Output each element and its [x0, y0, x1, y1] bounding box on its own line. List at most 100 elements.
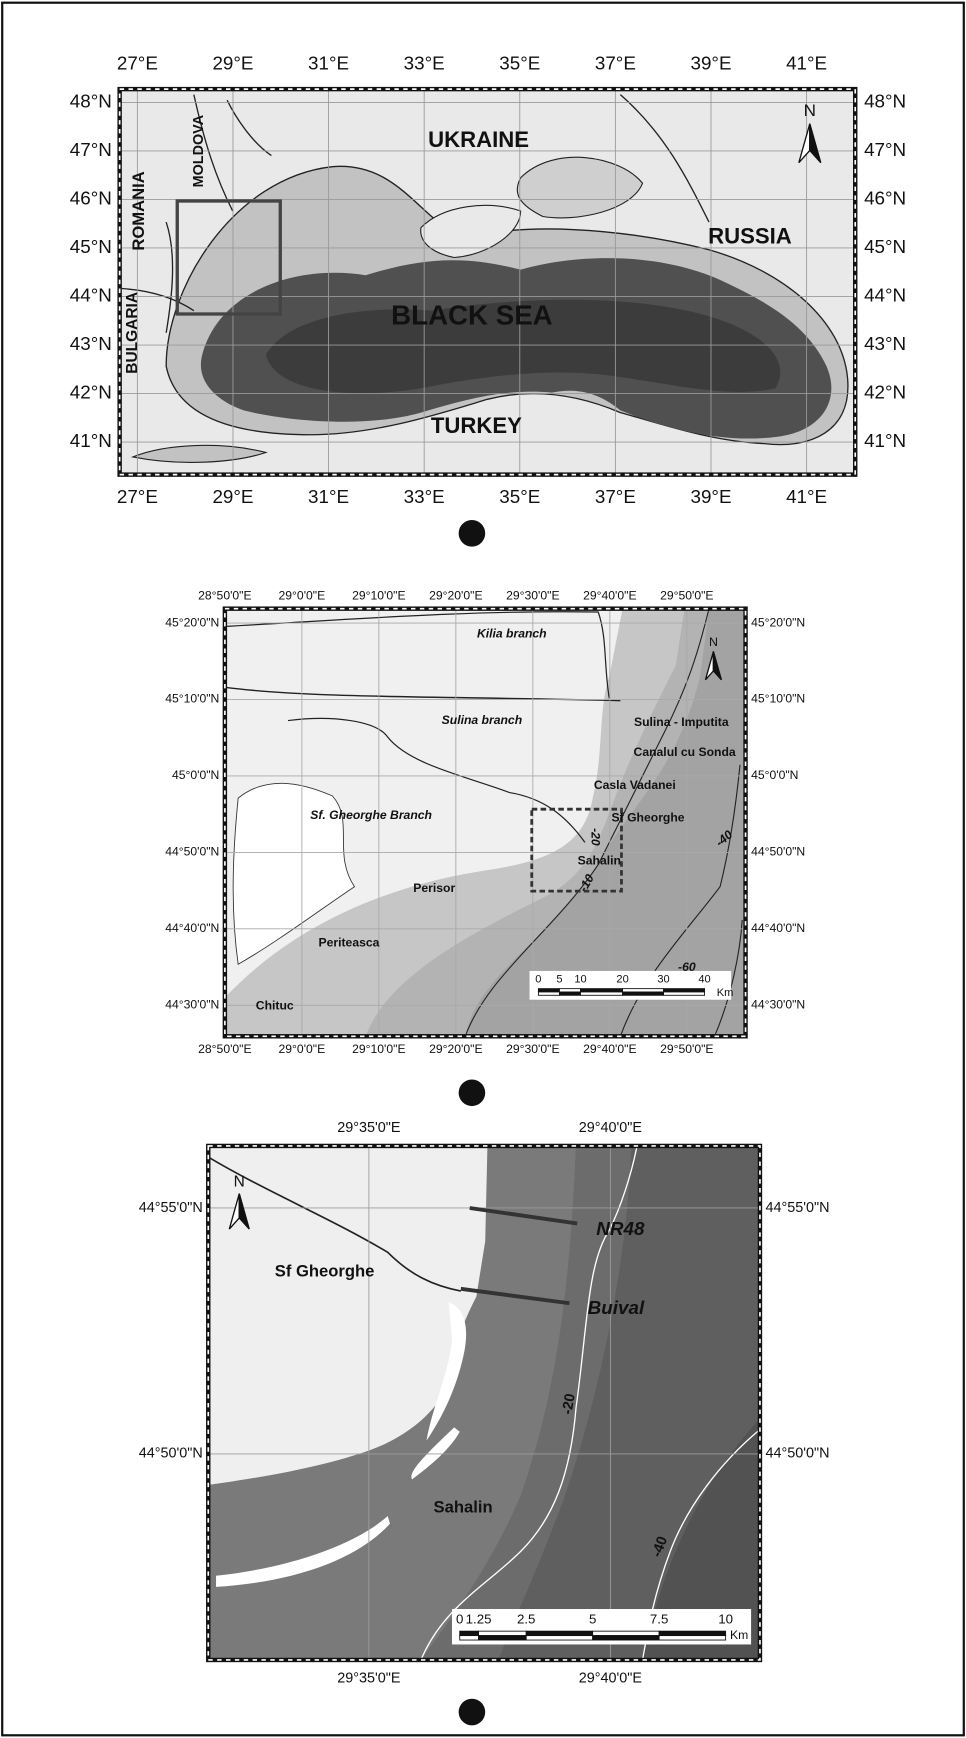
- place-label: Sulina branch: [442, 713, 522, 727]
- lat-label: 45°N: [864, 236, 906, 257]
- place-label: Sf. Gheorghe Branch: [310, 808, 432, 822]
- scale-bar-segment: [460, 1636, 479, 1640]
- lon-label: 29°0'0"E: [279, 589, 326, 603]
- lon-label: 28°50'0"E: [198, 1042, 251, 1056]
- lon-label: 29°E: [212, 53, 253, 74]
- lat-label: 48°N: [864, 90, 906, 111]
- scale-bar-segment: [526, 1636, 592, 1640]
- lat-label: 47°N: [70, 139, 112, 160]
- place-label: Chituc: [256, 999, 294, 1013]
- scale-bar-segment: [623, 989, 664, 992]
- place-label: Sahalin: [578, 853, 621, 867]
- lat-label: 45°20'0"N: [751, 615, 805, 629]
- place-label: TURKEY: [431, 413, 522, 438]
- scale-bar-segment: [559, 989, 580, 992]
- scale-label: 30: [657, 974, 669, 986]
- lat-label: 41°N: [70, 430, 112, 451]
- north-label: N: [709, 635, 718, 649]
- scale-label: 5: [589, 1612, 596, 1627]
- lon-label: 27°E: [117, 486, 158, 507]
- lon-label: 29°40'0"E: [579, 1671, 642, 1687]
- lat-label: 43°N: [864, 333, 906, 354]
- scale-label: 1.25: [466, 1612, 492, 1627]
- lon-label: 31°E: [308, 53, 349, 74]
- scale-bar-segment: [664, 992, 705, 995]
- lat-label: 47°N: [864, 139, 906, 160]
- lat-label: 44°55'0"N: [765, 1200, 829, 1216]
- place-label: Periteasca: [318, 935, 379, 949]
- lat-label: 45°10'0"N: [165, 692, 219, 706]
- place-label: Sulina - Imputita: [634, 715, 729, 729]
- lat-label: 45°0'0"N: [751, 768, 798, 782]
- lat-label: 42°N: [864, 382, 906, 403]
- lon-label: 41°E: [786, 486, 827, 507]
- lon-label: 29°40'0"E: [579, 1120, 642, 1136]
- lat-label: 46°N: [70, 187, 112, 208]
- scale-label: 7.5: [650, 1612, 668, 1627]
- scale-bar-segment: [593, 1631, 659, 1635]
- lon-label: 29°10'0"E: [352, 589, 405, 603]
- place-label: Sf Gheorghe: [612, 810, 685, 824]
- place-label: MOLDOVA: [191, 114, 207, 187]
- lon-label: 28°50'0"E: [198, 589, 251, 603]
- lon-label: 29°50'0"E: [660, 1042, 713, 1056]
- lat-label: 45°10'0"N: [751, 692, 805, 706]
- scale-bar-segment: [580, 989, 622, 992]
- scale-label: 0: [456, 1612, 463, 1627]
- scale-bar-segment: [479, 1636, 527, 1640]
- lat-label: 45°20'0"N: [165, 615, 219, 629]
- place-label: Canalul cu Sonda: [634, 745, 736, 759]
- lon-label: 29°30'0"E: [506, 589, 559, 603]
- lat-label: 43°N: [70, 333, 112, 354]
- place-label: BULGARIA: [124, 292, 141, 374]
- lon-label: 29°50'0"E: [660, 589, 713, 603]
- page: Black Sea study area map {"panels": [ {"…: [0, 0, 966, 1738]
- lon-label: 31°E: [308, 486, 349, 507]
- contour-label: -20: [589, 828, 603, 846]
- profile-label: Buival: [588, 1297, 645, 1318]
- lon-label: 29°40'0"E: [583, 1042, 636, 1056]
- lat-label: 41°N: [864, 430, 906, 451]
- lon-label: 29°10'0"E: [352, 1042, 405, 1056]
- lat-label: 48°N: [70, 90, 112, 111]
- place-label: ROMANIA: [129, 171, 148, 250]
- lat-label: 44°50'0"N: [139, 1446, 203, 1462]
- lon-label: 29°35'0"E: [337, 1671, 400, 1687]
- scale-bar-segment: [580, 992, 622, 995]
- scale-bar-segment: [623, 992, 664, 995]
- panel-label: b: [466, 1082, 478, 1103]
- scale-bar-segment: [460, 1631, 479, 1635]
- lat-label: 44°30'0"N: [165, 997, 219, 1011]
- lon-label: 29°30'0"E: [506, 1042, 559, 1056]
- scale-label: 0: [535, 974, 541, 986]
- lat-label: 44°N: [70, 284, 112, 305]
- lat-label: 44°40'0"N: [751, 921, 805, 935]
- scale-bar-segment: [479, 1631, 527, 1635]
- lat-label: 44°50'0"N: [765, 1446, 829, 1462]
- figure: 27°E27°E29°E29°E31°E31°E33°E33°E35°E35°E…: [0, 0, 966, 1738]
- scale-bar-segment: [538, 989, 559, 992]
- lat-label: 44°50'0"N: [165, 845, 219, 859]
- lon-label: 37°E: [595, 53, 636, 74]
- scale-bar-segment: [593, 1636, 659, 1640]
- lat-label: 44°40'0"N: [165, 921, 219, 935]
- panel-label: c: [467, 1701, 477, 1722]
- lon-label: 29°35'0"E: [337, 1120, 400, 1136]
- scale-bar-segment: [526, 1631, 592, 1635]
- scale-label: 2.5: [517, 1612, 535, 1627]
- lat-label: 44°55'0"N: [139, 1200, 203, 1216]
- scale-bar-segment: [659, 1636, 725, 1640]
- lon-label: 27°E: [117, 53, 158, 74]
- scale-bar-segment: [659, 1631, 725, 1635]
- place-label: Casla Vadanei: [594, 778, 676, 792]
- north-label: N: [234, 1174, 245, 1191]
- lon-label: 41°E: [786, 53, 827, 74]
- place-label: Sf Gheorghe: [275, 1262, 375, 1281]
- north-label: N: [804, 101, 816, 120]
- lon-label: 29°40'0"E: [583, 589, 636, 603]
- lon-label: 29°20'0"E: [429, 589, 482, 603]
- scale-bar-segment: [664, 989, 705, 992]
- lat-label: 42°N: [70, 382, 112, 403]
- lon-label: 35°E: [499, 486, 540, 507]
- place-label: RUSSIA: [708, 223, 792, 248]
